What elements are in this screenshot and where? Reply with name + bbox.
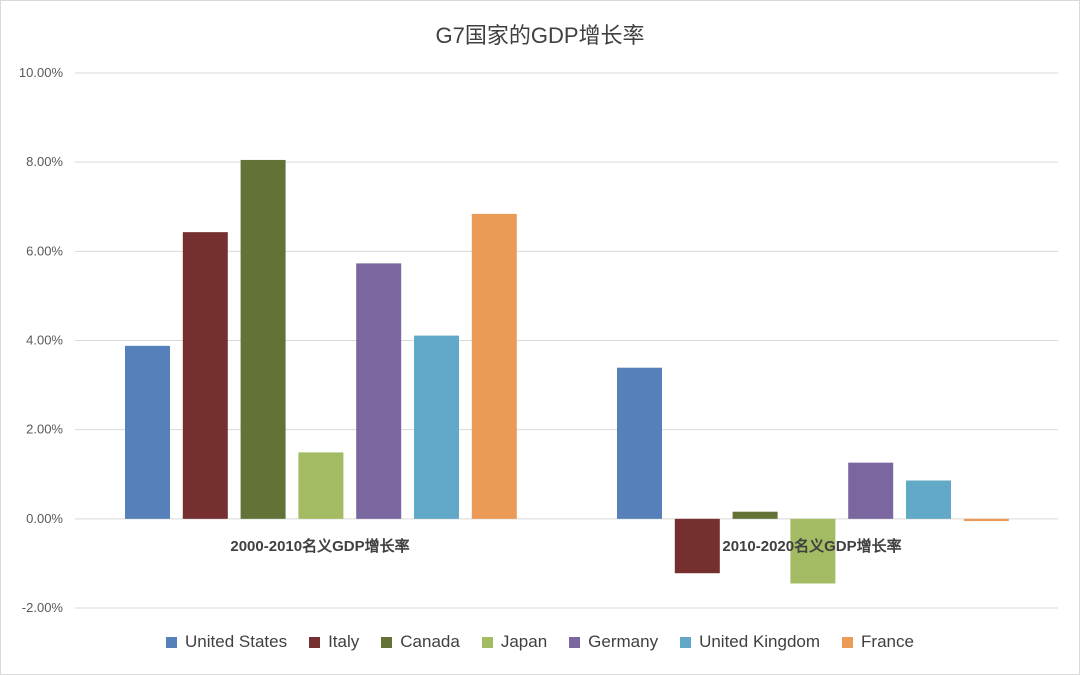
bar-italy-2	[674, 518, 720, 574]
y-tick-label: 10.00%	[19, 65, 64, 80]
legend-swatch	[381, 636, 393, 648]
bar-italy-1	[182, 232, 228, 519]
bar-germany-1	[356, 263, 402, 519]
bar-canada-1	[240, 159, 286, 519]
bar-canada-2	[732, 511, 778, 519]
legend: United States Italy Canada Japan Germany Unit…	[0, 632, 1080, 652]
y-tick-label: 6.00%	[26, 243, 63, 258]
y-axis-ticks: -2.00% 0.00% 2.00% 4.00% 6.00% 8.00% 10.00%	[19, 65, 64, 615]
chart-title: G7国家的GDP增长率	[435, 23, 645, 48]
legend-swatch	[309, 636, 321, 648]
category-labels: 2000-2010名义GDP增长率 2010-2020名义GDP增长率	[230, 537, 901, 555]
legend-label: France	[861, 632, 914, 651]
bar-france-1	[471, 213, 517, 519]
bar-united-states-1	[125, 345, 170, 519]
legend-item: United Kingdom	[680, 632, 820, 652]
bar-germany-2	[848, 462, 894, 519]
legend-swatch	[842, 636, 854, 648]
legend-item: Italy	[309, 632, 359, 652]
bar-france-2	[963, 518, 1009, 522]
bar-united-kingdom-1	[414, 335, 459, 519]
y-tick-label: 2.00%	[26, 422, 63, 437]
legend-item: Japan	[481, 632, 548, 652]
legend-label: Canada	[400, 632, 460, 651]
legend-item: Canada	[381, 632, 460, 652]
legend-label: United Kingdom	[699, 632, 821, 651]
bar-japan-1	[298, 452, 344, 519]
y-tick-label: 0.00%	[26, 511, 63, 526]
y-tick-label: -2.00%	[22, 600, 64, 615]
bar-united-states-2	[617, 367, 662, 519]
bar-japan-2	[790, 518, 836, 584]
y-tick-label: 8.00%	[26, 154, 63, 169]
legend-swatch	[569, 636, 581, 648]
legend-swatch	[680, 636, 692, 648]
gridlines	[75, 72, 1058, 609]
legend-item: France	[842, 632, 914, 652]
legend-label: Germany	[588, 632, 659, 651]
category-label: 2010-2020名义GDP增长率	[722, 537, 901, 555]
legend-item: Germany	[569, 632, 658, 652]
legend-item: United States	[166, 632, 287, 652]
legend-label: United States	[185, 632, 288, 651]
legend-swatch	[166, 636, 178, 648]
legend-swatch	[481, 636, 493, 648]
legend-label: Italy	[328, 632, 360, 651]
legend-label: Japan	[500, 632, 548, 651]
category-label: 2000-2010名义GDP增长率	[230, 537, 409, 555]
y-tick-label: 4.00%	[26, 333, 63, 348]
bar-united-kingdom-2	[906, 480, 951, 519]
bars	[125, 159, 1009, 584]
